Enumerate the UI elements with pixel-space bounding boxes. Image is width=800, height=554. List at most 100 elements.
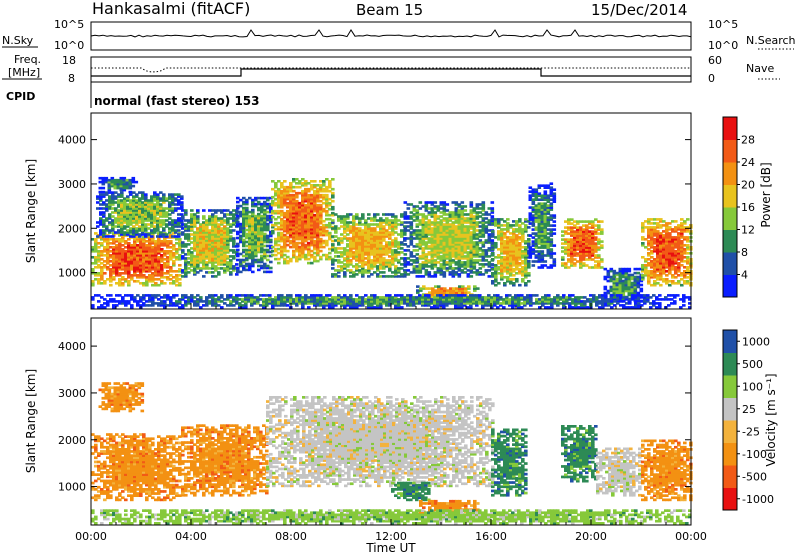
power-cell: [217, 271, 221, 274]
power-cell: [292, 245, 296, 249]
power-cell: [460, 251, 465, 254]
power-cell: [151, 248, 155, 251]
power-cell: [515, 228, 519, 231]
power-cell: [427, 231, 432, 234]
power-cell: [621, 293, 626, 297]
power-cell: [322, 245, 326, 249]
power-cell: [147, 219, 151, 222]
power-cell: [518, 283, 522, 287]
power-cell: [481, 233, 486, 236]
power-cell: [151, 246, 155, 249]
power-cell: [187, 225, 191, 228]
power-cell: [123, 201, 127, 204]
power-cell: [549, 206, 554, 209]
power-cell: [286, 195, 290, 199]
power-cell: [412, 205, 417, 208]
power-cell: [521, 240, 525, 243]
power-cell: [478, 233, 483, 236]
power-cell: [165, 223, 169, 226]
power-cell: [139, 266, 143, 269]
power-cell: [117, 229, 121, 232]
power-cell: [367, 231, 371, 234]
power-cell: [159, 223, 163, 226]
power-cell: [364, 253, 368, 256]
power-cell: [145, 248, 149, 251]
power-cell: [280, 182, 284, 185]
power-cell: [144, 209, 148, 212]
power-cell: [239, 226, 243, 230]
power-cell: [97, 242, 101, 245]
power-cell: [412, 245, 417, 248]
power-cell: [521, 234, 525, 237]
power-cell: [301, 205, 305, 209]
power-cell: [443, 289, 447, 292]
power-cell: [355, 213, 359, 216]
power-cell: [406, 261, 411, 264]
power-cell: [199, 261, 203, 264]
power-cell: [223, 221, 227, 224]
power-cell: [415, 237, 420, 240]
power-cell: [418, 257, 423, 260]
power-cell: [576, 222, 580, 225]
power-cell: [515, 244, 519, 247]
power-cell: [647, 278, 651, 281]
power-cell: [355, 259, 359, 262]
power-cell: [263, 210, 267, 214]
power-cell: [391, 249, 395, 252]
power-cell: [630, 273, 635, 277]
power-cell: [217, 229, 221, 232]
power-cell: [236, 200, 240, 204]
power-cell: [463, 271, 468, 274]
power-cell: [236, 204, 240, 208]
power-cell: [573, 252, 577, 255]
power-cell: [322, 225, 326, 229]
power-cell: [403, 225, 407, 228]
power-cell: [588, 230, 592, 233]
power-cell: [331, 257, 335, 261]
power-cell: [385, 247, 389, 250]
power-cell: [472, 251, 477, 254]
power-cell: [100, 254, 104, 257]
power-cell: [552, 244, 557, 247]
power-cell: [310, 217, 314, 221]
power-cell: [245, 236, 249, 240]
power-cell: [251, 236, 255, 240]
power-cell: [102, 229, 106, 232]
power-cell: [147, 223, 151, 226]
power-cell: [103, 272, 107, 275]
power-cell: [382, 229, 386, 232]
power-cell: [271, 253, 275, 257]
power-cell: [254, 238, 258, 242]
power-cell: [597, 246, 601, 249]
power-cell: [567, 242, 571, 245]
power-cell: [373, 227, 377, 230]
power-cell: [376, 243, 380, 246]
power-cell: [96, 235, 100, 238]
power-cell: [515, 248, 519, 251]
power-cell: [564, 246, 568, 249]
power-cell: [135, 213, 139, 216]
power-cell: [424, 215, 429, 218]
power-cell: [531, 240, 536, 243]
power-cell: [500, 270, 504, 273]
power-cell: [494, 272, 498, 275]
power-cell: [594, 236, 598, 239]
power-cell: [358, 239, 362, 242]
power-cell: [361, 259, 365, 262]
power-cell: [97, 256, 101, 259]
power-cell: [531, 244, 536, 247]
power-cell: [322, 193, 326, 197]
power-cell: [106, 250, 110, 253]
power-cell: [126, 195, 130, 198]
power-cell: [543, 204, 548, 207]
power-cell: [120, 195, 124, 198]
power-cell: [588, 234, 592, 237]
power-cell: [223, 243, 227, 246]
power-cell: [460, 269, 465, 272]
power-cell: [445, 223, 450, 226]
power-cell: [349, 213, 353, 216]
power-cell: [497, 256, 501, 259]
power-cell: [582, 244, 586, 247]
power-cell: [594, 250, 598, 253]
power-cell: [509, 262, 513, 265]
